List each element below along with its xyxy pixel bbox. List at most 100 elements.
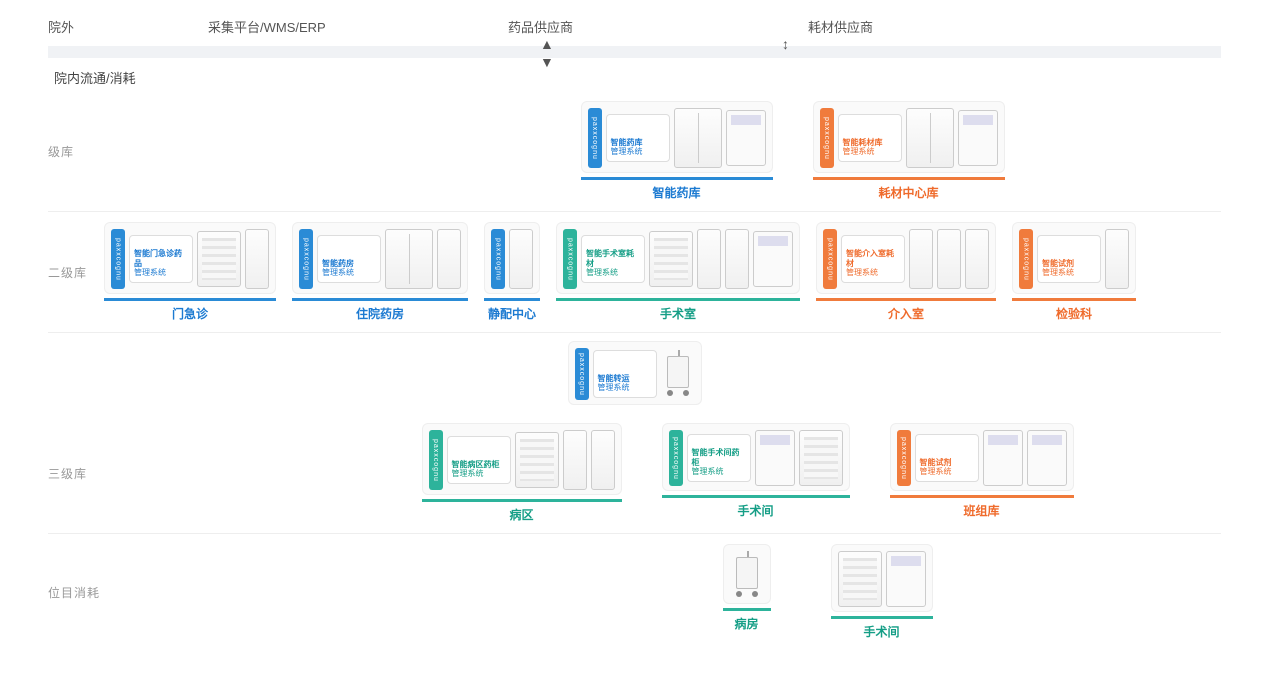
unit-lab: paxxcognu智能试剂管理系统检验科 (1012, 222, 1136, 322)
unit-underline (484, 298, 540, 301)
arrow-down-icon: ▼ (540, 54, 554, 70)
device-cabinet_tall (437, 229, 461, 289)
unit-underline (422, 499, 622, 502)
unit-body: paxxcognu智能药库管理系统 (581, 101, 773, 173)
system-tag: 智能转运管理系统 (593, 350, 657, 398)
device-panel (753, 231, 793, 287)
device-cabinet_tall (937, 229, 961, 289)
unit-caption: 手术间 (863, 623, 899, 640)
unit-underline (723, 608, 771, 611)
unit-underline (816, 298, 996, 301)
unit-underline (104, 298, 276, 301)
subheader-label: 院内流通/消耗 (54, 68, 1221, 87)
device-cart (730, 551, 764, 599)
device-cabinet_tall (563, 430, 587, 490)
device-cabinet_tall (725, 229, 749, 289)
unit-body (831, 544, 933, 612)
unit-body: paxxcognu 智能门急诊药品管理系统 (104, 222, 276, 294)
unit-underline (556, 298, 800, 301)
header-drug-supplier: 药品供应商 (508, 17, 808, 36)
brand-spine: paxxcognu (429, 430, 443, 490)
unit-or_l2: paxxcognu智能手术室耗材管理系统手术室 (556, 222, 800, 322)
level1-row: 级库 paxxcognu智能药库管理系统智能药库 paxxcognu 智能耗材库管理… (48, 91, 1221, 212)
system-tag: 智能介入室耗材管理系统 (841, 235, 905, 283)
unit-underline (890, 495, 1074, 498)
unit-caption: 班组库 (963, 502, 999, 519)
level3-row: 三级库 paxxcognu智能病区药柜管理系统病区paxxcognu智能手术间药… (48, 413, 1221, 534)
consume-row: 位目消耗 病房手术间 (48, 534, 1221, 650)
unit-body (723, 544, 771, 604)
brand-spine: paxxcognu (823, 229, 837, 289)
unit-caption: 病房 (734, 615, 758, 632)
device-drawers (649, 231, 693, 287)
unit-body: paxxcognu 智能介入室耗材管理系统 (816, 222, 996, 294)
device-cabinet_tall (591, 430, 615, 490)
unit-wardroom: 病房 (723, 544, 771, 632)
unit-pivas: paxxcognu静配中心 (484, 222, 540, 322)
unit-caption: 介入室 (888, 305, 924, 322)
system-tag: 智能试剂管理系统 (1037, 235, 1101, 283)
system-tag: 智能耗材库管理系统 (838, 114, 902, 162)
unit-body: paxxcognu (484, 222, 540, 294)
unit-inpatient_pharmacy: paxxcognu 智能药房管理系统住院药房 (292, 222, 468, 322)
connector-band: ▲ ▼ ↕ (48, 46, 1221, 58)
unit-smart_pharmacy: paxxcognu智能药库管理系统智能药库 (581, 101, 773, 201)
header-consumable-supplier: 耗材供应商 (808, 17, 1068, 36)
unit-body: paxxcognu智能转运管理系统 (568, 341, 702, 405)
device-cabinet_tall (509, 229, 533, 289)
unit-transit: paxxcognu智能转运管理系统 (568, 341, 702, 405)
unit-team_store: paxxcognu智能试剂管理系统班组库 (890, 423, 1074, 519)
device-cabinet_tall (909, 229, 933, 289)
unit-body: paxxcognu智能试剂管理系统 (890, 423, 1074, 491)
device-cabinet_wide (674, 108, 722, 168)
unit-underline (292, 298, 468, 301)
device-cabinet_wide (385, 229, 433, 289)
device-cabinet_tall (965, 229, 989, 289)
unit-body: paxxcognu 智能耗材库管理系统 (813, 101, 1005, 173)
brand-spine: paxxcognu (820, 108, 834, 168)
unit-underline (831, 616, 933, 619)
device-panel (1027, 430, 1067, 486)
unit-intervention: paxxcognu 智能介入室耗材管理系统介入室 (816, 222, 996, 322)
unit-consumable_center: paxxcognu 智能耗材库管理系统耗材中心库 (813, 101, 1005, 201)
device-panel (983, 430, 1023, 486)
unit-caption: 住院药房 (356, 305, 404, 322)
unit-caption: 病区 (509, 506, 533, 523)
system-tag: 智能药库管理系统 (606, 114, 670, 162)
device-panel (755, 430, 795, 486)
level1-label: 级库 (48, 143, 104, 160)
device-cabinet_wide (906, 108, 954, 168)
unit-caption: 耗材中心库 (878, 184, 938, 201)
system-tag: 智能手术间药柜管理系统 (687, 434, 751, 482)
unit-body: paxxcognu智能手术间药柜管理系统 (662, 423, 850, 491)
system-tag: 智能手术室耗材管理系统 (581, 235, 645, 283)
unit-ward: paxxcognu 智能病区药柜管理系统病区 (422, 423, 622, 523)
system-tag: 智能药房管理系统 (317, 235, 381, 283)
header-platform: 采集平台/WMS/ERP (208, 17, 508, 36)
system-tag: 智能门急诊药品管理系统 (129, 235, 193, 283)
unit-body: paxxcognu 智能药房管理系统 (292, 222, 468, 294)
header-outside: 院外 (48, 17, 208, 36)
device-drawers (197, 231, 241, 287)
unit-caption: 检验科 (1056, 305, 1092, 322)
system-tag: 智能病区药柜管理系统 (447, 436, 511, 484)
device-cabinet_tall (1105, 229, 1129, 289)
transit-row: paxxcognu智能转运管理系统 (48, 333, 1221, 413)
unit-caption: 门急诊 (172, 305, 208, 322)
level2-label: 二级库 (48, 264, 104, 281)
brand-spine: paxxcognu (897, 430, 911, 486)
device-drawers (515, 432, 559, 488)
arrow-up-icon: ▲ (540, 36, 554, 52)
unit-or_room: 手术间 (831, 544, 933, 640)
device-cart (661, 350, 695, 398)
device-panel (886, 551, 926, 607)
brand-spine: paxxcognu (111, 229, 125, 289)
device-cabinet_tall (245, 229, 269, 289)
unit-outpatient_emergency: paxxcognu 智能门急诊药品管理系统门急诊 (104, 222, 276, 322)
level3-label: 三级库 (48, 465, 104, 482)
unit-underline (581, 177, 773, 180)
brand-spine: paxxcognu (299, 229, 313, 289)
device-panel (958, 110, 998, 166)
unit-body: paxxcognu智能试剂管理系统 (1012, 222, 1136, 294)
device-panel (726, 110, 766, 166)
